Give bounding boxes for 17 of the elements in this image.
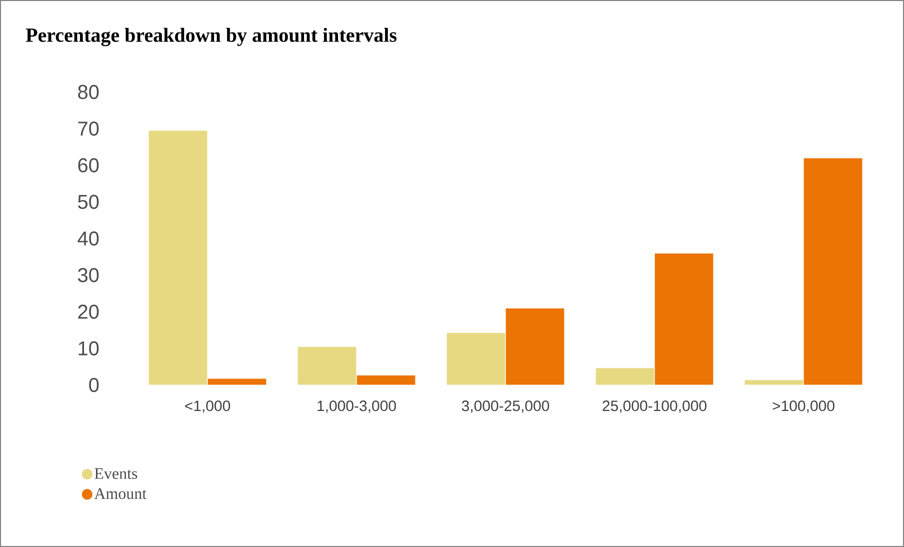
y-tick-label: 30: [78, 268, 99, 282]
y-tick-label: 60: [78, 158, 99, 172]
y-tick-label: 80: [78, 84, 99, 100]
x-tick-label: <1,000: [185, 400, 230, 413]
y-tick-label: 50: [78, 194, 99, 209]
y-tick-label: 70: [78, 122, 99, 136]
legend-label: Events: [94, 468, 138, 479]
x-tick-label: >100,000: [772, 400, 834, 413]
legend-label: Amount: [94, 488, 147, 500]
x-tick-label: 1,000-3,000: [318, 400, 396, 413]
y-tick-label: 40: [78, 231, 99, 246]
x-tick-label: 25,000-100,000: [602, 400, 706, 413]
x-tick-label: 3,000-25,000: [462, 400, 550, 413]
y-tick-label: 10: [78, 341, 99, 356]
chart-title: Percentage breakdown by amount intervals: [26, 28, 397, 46]
y-tick-label: 0: [89, 378, 99, 392]
y-tick-label: 20: [78, 304, 99, 319]
